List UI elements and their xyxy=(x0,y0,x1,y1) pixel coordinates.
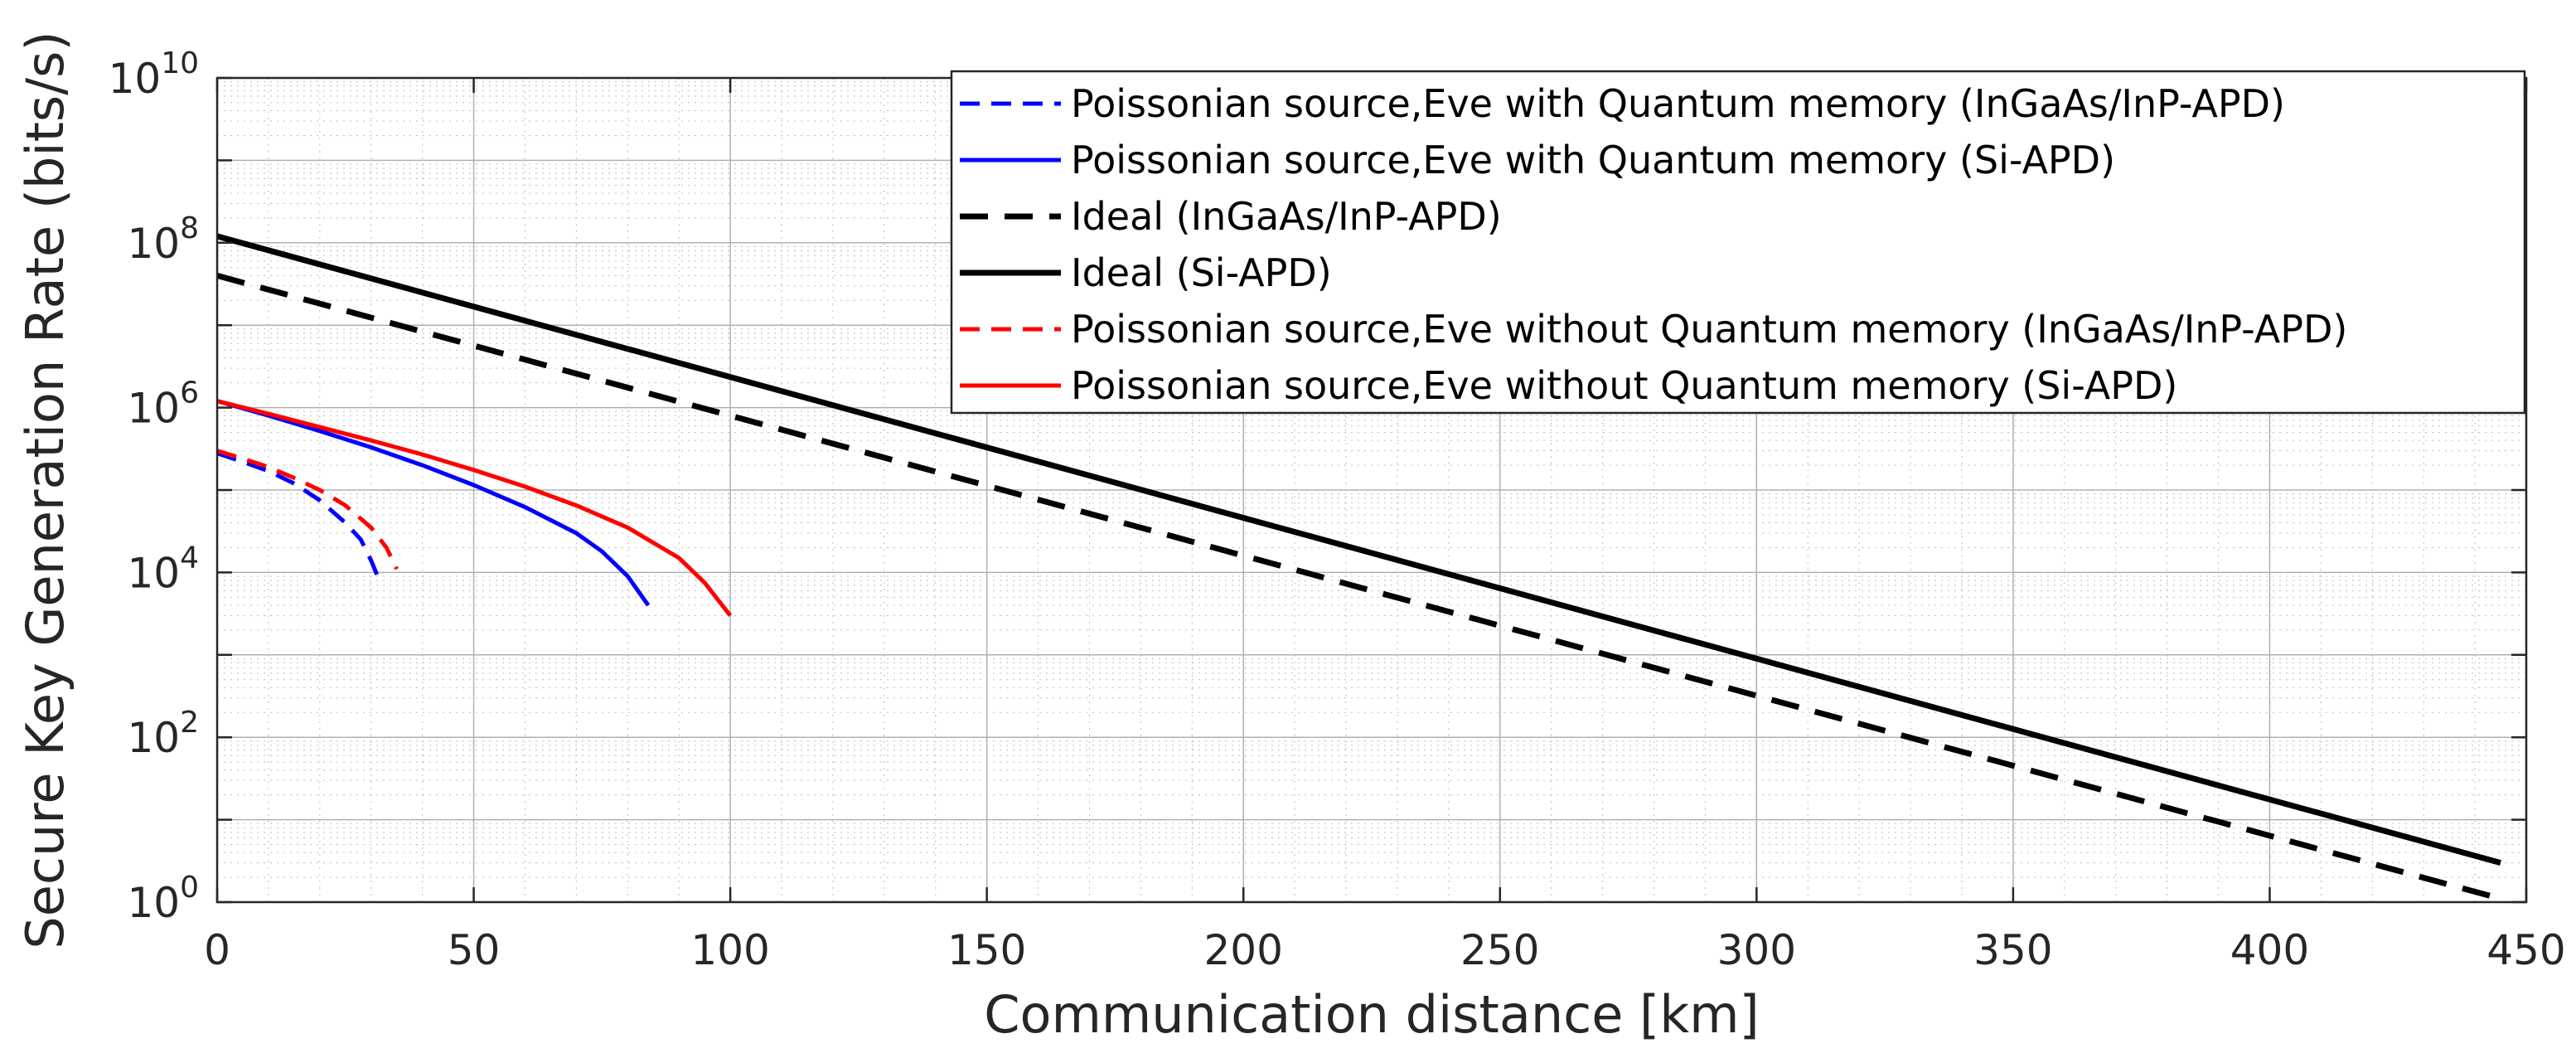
series-line-3 xyxy=(216,273,2501,902)
x-tick-label: 250 xyxy=(1460,926,1539,974)
y-tick-exponent: 8 xyxy=(180,211,199,245)
x-tick-label: 200 xyxy=(1204,926,1283,974)
legend-label-4: Ideal (Si-APD) xyxy=(1071,250,1332,295)
x-tick-label: 450 xyxy=(2486,926,2565,974)
legend-label-5: Poissonian source,Eve without Quantum me… xyxy=(1071,307,2347,352)
x-tick-label: 400 xyxy=(2230,926,2309,974)
y-tick-base: 10 xyxy=(127,220,180,268)
y-tick-base: 10 xyxy=(127,385,180,433)
y-tick-exponent: 4 xyxy=(180,541,199,575)
legend-label-6: Poissonian source,Eve without Quantum me… xyxy=(1071,363,2177,408)
y-tick-base: 10 xyxy=(127,879,180,927)
y-tick-label: 108 xyxy=(127,211,199,268)
y-tick-exponent: 0 xyxy=(180,871,199,905)
y-tick-exponent: 10 xyxy=(161,46,199,80)
x-tick-label: 50 xyxy=(448,926,501,974)
legend-box xyxy=(950,70,2526,415)
legend-label-2: Poissonian source,Eve with Quantum memor… xyxy=(1071,138,2115,182)
y-tick-exponent: 2 xyxy=(180,706,199,740)
x-tick-labels: 0 50 100 150 200 250 300 350 400 450 xyxy=(204,926,2566,974)
y-axis-label: Secure Key Generation Rate (bits/s) xyxy=(15,31,75,949)
series-line-1 xyxy=(216,451,384,586)
series-line-2 xyxy=(216,399,651,607)
y-tick-label: 102 xyxy=(127,706,199,762)
x-tick-label: 300 xyxy=(1717,926,1796,974)
series-line-6 xyxy=(216,399,733,617)
x-tick-label: 350 xyxy=(1973,926,2052,974)
y-tick-base: 10 xyxy=(127,714,180,762)
y-tick-label: 106 xyxy=(127,376,199,433)
series-lines xyxy=(216,233,2501,902)
x-tick-label: 100 xyxy=(690,926,769,974)
series-line-4 xyxy=(216,233,2501,866)
legend-label-1: Poissonian source,Eve with Quantum memor… xyxy=(1071,81,2285,126)
y-tick-label: 100 xyxy=(127,871,199,927)
series-line-5 xyxy=(216,449,399,570)
y-tick-label: 1010 xyxy=(109,46,199,103)
y-tick-base: 10 xyxy=(109,55,162,103)
y-tick-label: 104 xyxy=(127,541,199,597)
x-tick-label: 150 xyxy=(947,926,1026,974)
legend: Poissonian source,Eve with Quantum memor… xyxy=(950,70,2526,415)
x-axis-label: Communication distance [km] xyxy=(984,984,1759,1045)
x-tick-label: 0 xyxy=(204,926,230,974)
legend-label-3: Ideal (InGaAs/InP-APD) xyxy=(1071,194,1502,239)
y-tick-exponent: 6 xyxy=(180,376,199,410)
y-tick-base: 10 xyxy=(127,549,180,597)
